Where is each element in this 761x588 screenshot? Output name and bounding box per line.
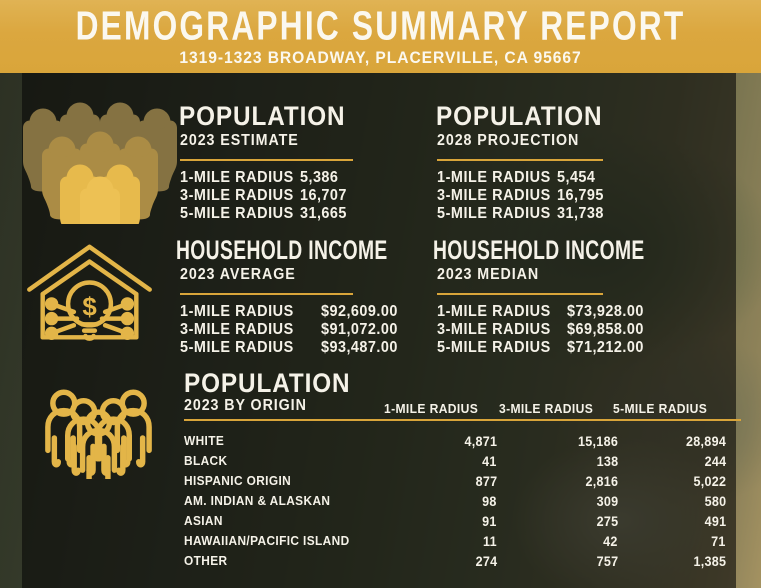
svg-text:$: $ [82, 293, 96, 321]
